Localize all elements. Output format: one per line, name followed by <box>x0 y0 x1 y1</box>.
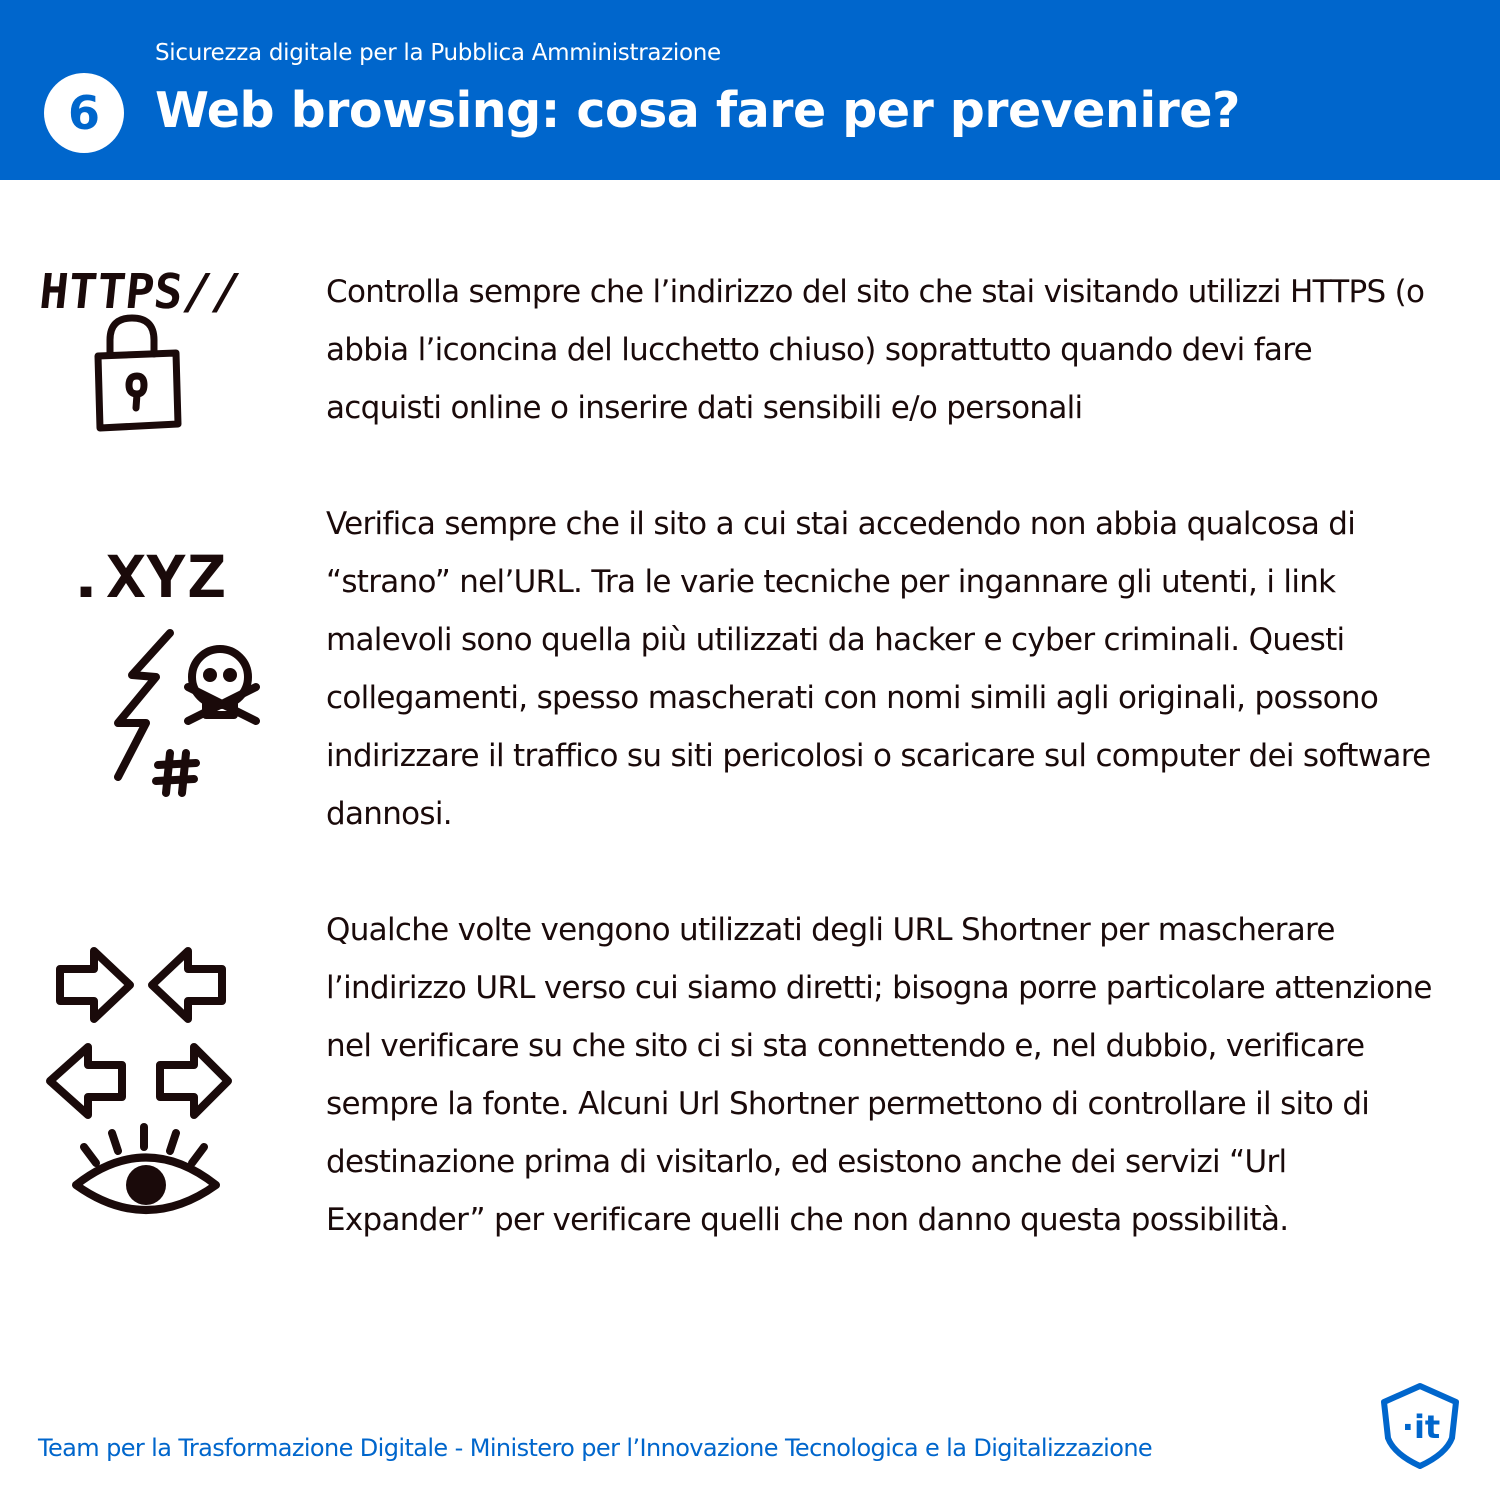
header-subtitle: Sicurezza digitale per la Pubblica Ammin… <box>155 40 721 66</box>
section-number-badge: 6 <box>44 73 124 153</box>
eye-pupil <box>126 1165 166 1205</box>
https-lock-icon: HTTPS// <box>40 264 243 432</box>
logo-text: ·it <box>1402 1408 1440 1446</box>
arrows-eye-icon <box>46 947 232 1214</box>
section-text-https: Controlla sempre che l’indirizzo del sit… <box>326 274 1425 426</box>
malicious-link-icon: .XYZ <box>66 543 260 797</box>
section-text-url-shortner: Qualche volte vengono utilizzati degli U… <box>326 912 1432 1238</box>
https-icon-label: HTTPS// <box>40 264 243 320</box>
header-banner: 6 Sicurezza digitale per la Pubblica Amm… <box>0 0 1500 180</box>
page-title: Web browsing: cosa fare per prevenire? <box>155 82 1240 139</box>
xyz-icon-label: .XYZ <box>66 543 226 611</box>
section-text-url-check: Verifica sempre che il sito a cui stai a… <box>326 506 1431 832</box>
footer-credit: Team per la Trasformazione Digitale - Mi… <box>38 1434 1153 1462</box>
dot-it-shield-logo: ·it <box>1381 1383 1459 1469</box>
